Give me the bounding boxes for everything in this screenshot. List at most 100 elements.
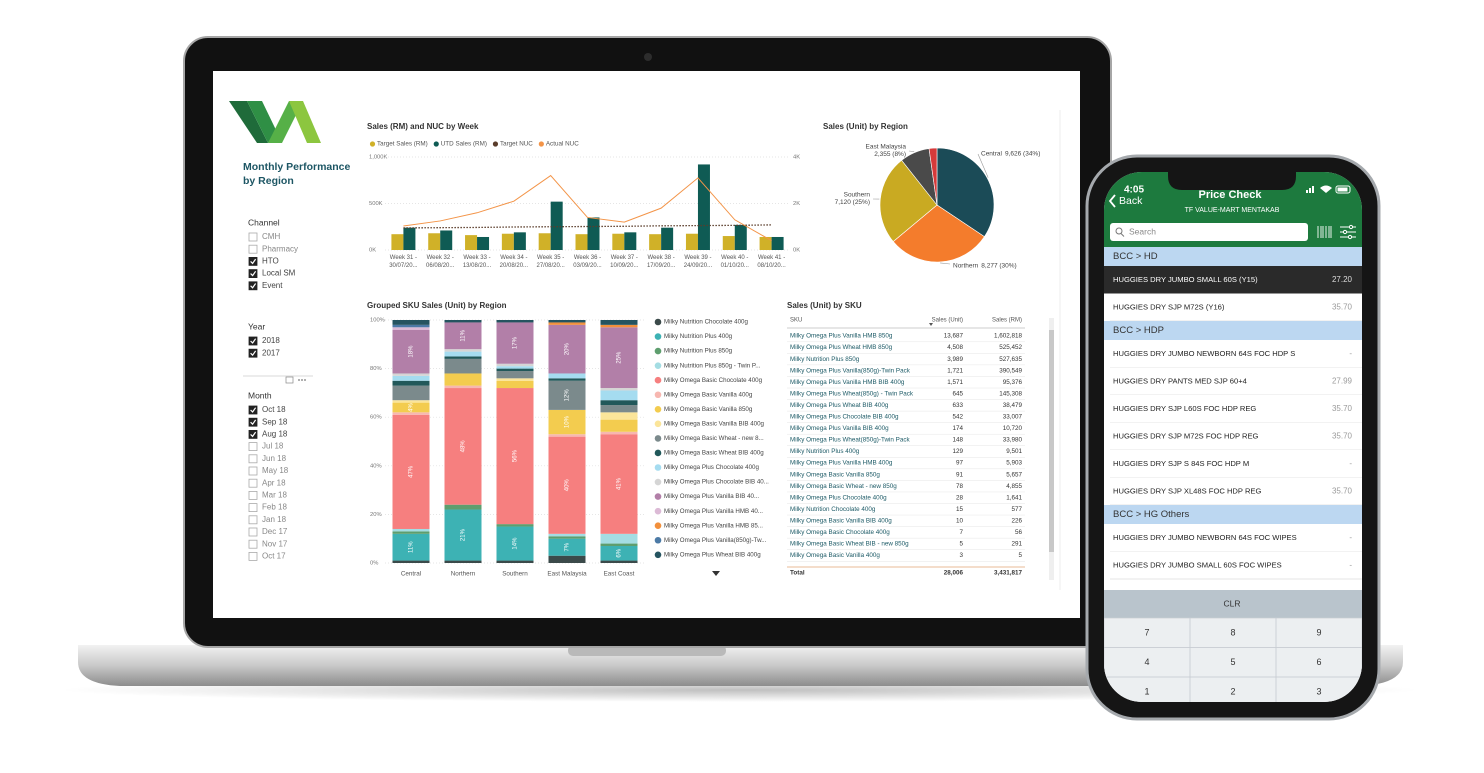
checkbox[interactable] bbox=[248, 552, 258, 561]
column-header[interactable]: Sales (RM) bbox=[992, 318, 1022, 324]
x-tick-label: Southern bbox=[502, 571, 528, 578]
scroll-thumb[interactable] bbox=[1049, 330, 1054, 552]
slicer-item[interactable]: May 18 bbox=[248, 466, 289, 476]
table-sku: Milky Omega Plus Chocolate BIB 400g bbox=[790, 414, 899, 421]
barcode-icon[interactable] bbox=[1317, 226, 1332, 238]
leader-line bbox=[940, 262, 951, 265]
bar-segment bbox=[392, 412, 430, 415]
product-row[interactable]: HUGGIES DRY JUMBO SMALL 60S (Y15) 27.20 bbox=[1104, 266, 1362, 294]
pie-label: Northern bbox=[953, 263, 979, 270]
checkbox[interactable] bbox=[248, 281, 258, 291]
slicer-item[interactable]: Oct 18 bbox=[248, 405, 286, 415]
checkbox[interactable] bbox=[248, 503, 258, 513]
table-sku: Milky Omega Plus Wheat(850g) - Twin Pack bbox=[790, 390, 914, 397]
key[interactable] bbox=[1275, 676, 1362, 707]
checkbox[interactable] bbox=[248, 348, 258, 358]
slicer-item[interactable]: Jul 18 bbox=[248, 442, 284, 452]
product-row[interactable]: HUGGIES DRY JUMBO NEWBORN 64S FOC WIPES - bbox=[1104, 524, 1362, 552]
bar-segment bbox=[600, 388, 638, 391]
slicer-item[interactable]: Sep 18 bbox=[248, 417, 288, 427]
data-label: 20% bbox=[565, 342, 571, 355]
column-header[interactable]: Sales (Unit) bbox=[932, 318, 963, 324]
table-sku: Milky Omega Plus Vanilla HMB 400g bbox=[790, 460, 893, 467]
slicer-item[interactable]: HTO bbox=[248, 256, 279, 266]
slicer-item[interactable]: Dec 17 bbox=[248, 527, 288, 537]
slicer-item[interactable]: Oct 17 bbox=[248, 552, 286, 561]
product-row[interactable]: HUGGIES DRY SJP XL48S FOC HDP REG 35.70 bbox=[1104, 477, 1362, 506]
slicer-item[interactable]: 2018 bbox=[248, 336, 280, 346]
slicer-label: Mar 18 bbox=[262, 491, 287, 500]
slicer-item[interactable]: Mar 18 bbox=[248, 490, 287, 500]
search-box[interactable] bbox=[1110, 223, 1308, 241]
checkbox[interactable] bbox=[248, 269, 258, 279]
table-number: 291 bbox=[1011, 541, 1022, 548]
legend-dot bbox=[654, 464, 662, 471]
clear-bar[interactable] bbox=[1104, 590, 1362, 618]
chart-title: Sales (RM) and NUC by Week bbox=[367, 122, 479, 131]
slicer-item[interactable]: Feb 18 bbox=[248, 503, 287, 513]
x-tick-label: East Malaysia bbox=[547, 571, 587, 578]
product-price: - bbox=[1349, 560, 1352, 569]
checkbox[interactable] bbox=[248, 515, 258, 525]
slicer-item[interactable]: Pharmacy bbox=[248, 244, 298, 254]
bar bbox=[403, 227, 416, 250]
pie-value-label: 7,120 (25%) bbox=[835, 199, 870, 206]
slicer-item[interactable]: Nov 17 bbox=[248, 539, 288, 549]
filter-icon[interactable] bbox=[1340, 224, 1356, 240]
checkbox[interactable] bbox=[248, 417, 258, 427]
focus-icon[interactable] bbox=[285, 376, 294, 384]
column-header[interactable]: SKU bbox=[790, 318, 802, 324]
slicer-item[interactable]: Event bbox=[248, 281, 283, 291]
bar bbox=[697, 164, 710, 250]
slicer-item[interactable]: Jan 18 bbox=[248, 515, 287, 525]
product-name: HUGGIES DRY SJP M72S (Y16) bbox=[1113, 302, 1225, 311]
checkbox[interactable] bbox=[248, 442, 258, 452]
sort-arrow[interactable] bbox=[929, 323, 933, 326]
bar-segment bbox=[600, 419, 638, 432]
table-sku: Milky Omega Basic Vanilla 400g bbox=[790, 552, 880, 559]
checkbox[interactable] bbox=[248, 466, 258, 476]
checkbox[interactable] bbox=[248, 478, 258, 488]
clear-key[interactable]: CLR bbox=[1223, 598, 1240, 608]
data-label: 40% bbox=[565, 479, 571, 492]
slicer-item[interactable]: Aug 18 bbox=[248, 429, 288, 439]
product-row[interactable]: HUGGIES DRY JUMBO SMALL 60S FOC WIPES - bbox=[1104, 551, 1362, 580]
back-button[interactable]: Back bbox=[1119, 195, 1143, 207]
back-chevron[interactable] bbox=[1108, 194, 1116, 208]
product-row[interactable]: HUGGIES DRY PANTS MED SJP 60+4 27.99 bbox=[1104, 367, 1362, 396]
checkbox[interactable] bbox=[248, 256, 258, 266]
product-row[interactable]: HUGGIES DRY SJP M72S (Y16) 35.70 bbox=[1104, 293, 1362, 322]
more-icon[interactable] bbox=[298, 379, 306, 381]
checkbox[interactable] bbox=[248, 336, 258, 346]
checkbox[interactable] bbox=[248, 429, 258, 439]
bar bbox=[465, 235, 478, 250]
product-row[interactable]: HUGGIES DRY SJP M72S FOC HDP REG 35.70 bbox=[1104, 422, 1362, 451]
checkbox[interactable] bbox=[248, 490, 258, 500]
product-row[interactable]: HUGGIES DRY SJP L60S FOC HDP REG 35.70 bbox=[1104, 395, 1362, 423]
checkbox[interactable] bbox=[248, 405, 258, 415]
checkbox[interactable] bbox=[248, 527, 258, 537]
legend-label: Milky Nutrition Plus 400g bbox=[664, 333, 733, 340]
slicer-label: May 18 bbox=[262, 466, 289, 475]
bar-segment bbox=[392, 329, 430, 374]
slicer-item[interactable]: CMH bbox=[248, 232, 280, 242]
checkbox[interactable] bbox=[248, 244, 258, 254]
checkbox[interactable] bbox=[248, 454, 258, 464]
bar bbox=[759, 236, 772, 250]
slicer-item[interactable]: 2017 bbox=[248, 348, 280, 358]
checkbox[interactable] bbox=[248, 539, 258, 549]
product-row[interactable]: HUGGIES DRY SJP S 84S FOC HDP M - bbox=[1104, 450, 1362, 478]
key-label: 3 bbox=[1316, 686, 1321, 696]
checkbox[interactable] bbox=[248, 232, 258, 242]
bar-segment bbox=[392, 320, 430, 325]
y-tick-label: 0% bbox=[370, 561, 378, 567]
slicer-item[interactable]: Local SM bbox=[248, 269, 296, 279]
keypad-bg bbox=[1104, 618, 1362, 702]
legend-more[interactable] bbox=[712, 571, 720, 576]
product-row[interactable]: HUGGIES DRY JUMBO NEWBORN 64S FOC HDP S - bbox=[1104, 340, 1362, 368]
slicer-item[interactable]: Apr 18 bbox=[248, 478, 286, 488]
key-label: 5 bbox=[1230, 657, 1235, 667]
slicer-item[interactable]: Jun 18 bbox=[248, 454, 287, 464]
